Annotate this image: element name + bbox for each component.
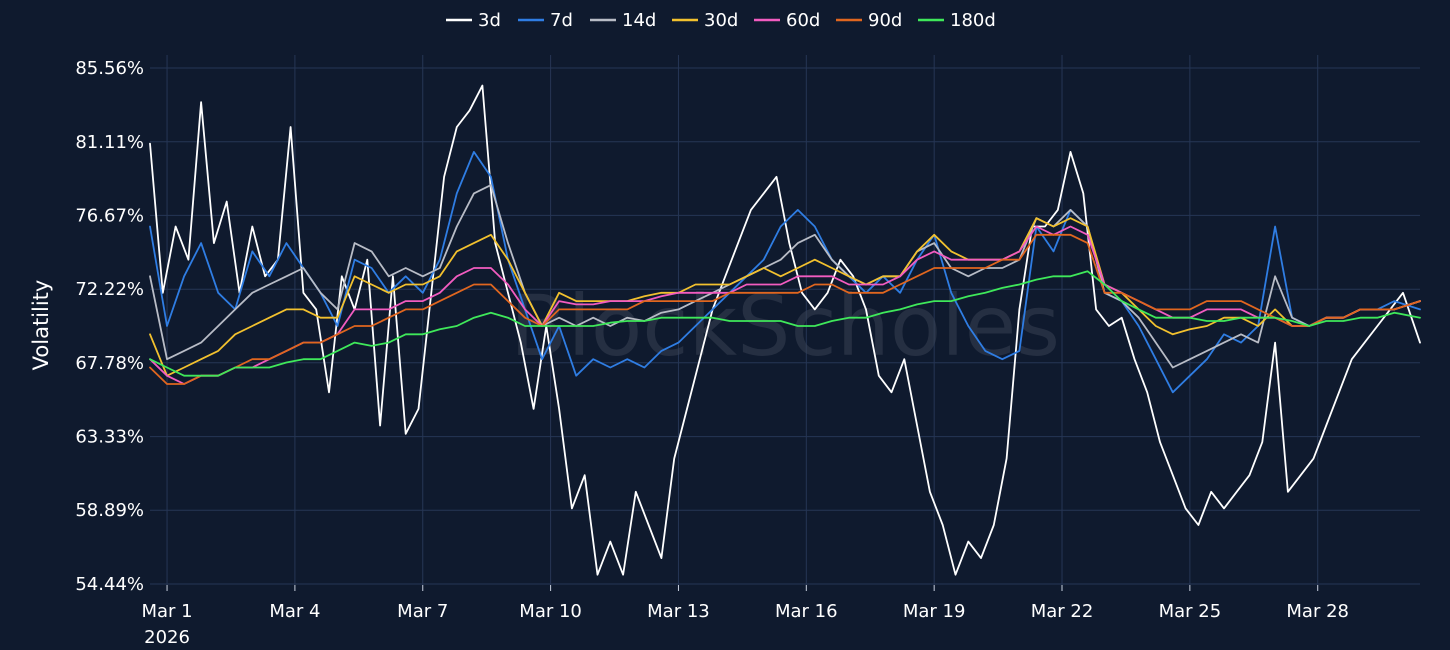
y-tick-label: 85.56% xyxy=(75,58,144,79)
series-line-60d xyxy=(149,225,1421,385)
legend-item-14d[interactable]: 14d xyxy=(590,10,656,31)
x-tick-label: Mar 1 xyxy=(141,601,192,622)
series-line-90d xyxy=(149,233,1421,385)
y-tick-label: 67.78% xyxy=(75,353,144,374)
y-tick-label: 63.33% xyxy=(75,427,144,448)
series-line-180d xyxy=(149,270,1421,377)
y-tick-label: 58.89% xyxy=(75,500,144,521)
legend-item-90d[interactable]: 90d xyxy=(836,10,902,31)
legend-label: 60d xyxy=(786,10,820,31)
legend-label: 90d xyxy=(868,10,902,31)
legend-label: 180d xyxy=(950,10,996,31)
x-tick-label: Mar 19 xyxy=(903,601,966,622)
series-line-3d xyxy=(149,84,1421,576)
series-line-7d xyxy=(149,150,1421,394)
y-tick-label: 72.22% xyxy=(75,279,144,300)
legend-item-60d[interactable]: 60d xyxy=(754,10,820,31)
x-tick-label: Mar 28 xyxy=(1286,601,1349,622)
y-axis: 54.44% 58.89% 63.33% 67.78% 72.22% 76.67% 81.1… xyxy=(75,58,144,595)
legend-item-3d[interactable]: 3d xyxy=(446,10,501,31)
series-line-30d xyxy=(149,217,1421,377)
legend-label: 3d xyxy=(478,10,501,31)
x-tick-label: Mar 22 xyxy=(1031,601,1094,622)
x-tick-label: Mar 10 xyxy=(519,601,582,622)
y-tick-label: 76.67% xyxy=(75,205,144,226)
x-tick-label: Mar 16 xyxy=(775,601,838,622)
y-tick-label: 54.44% xyxy=(75,574,144,595)
x-tick-label: Mar 13 xyxy=(647,601,710,622)
y-tick-label: 81.11% xyxy=(75,132,144,153)
x-tick-label: Mar 4 xyxy=(269,601,320,622)
x-axis: Mar 1 2026 Mar 4 Mar 7 Mar 10 Mar 13 Mar 16 Mar… xyxy=(141,585,1349,648)
legend-label: 7d xyxy=(550,10,573,31)
x-tick-label: Mar 25 xyxy=(1159,601,1222,622)
legend-label: 14d xyxy=(622,10,656,31)
grid xyxy=(150,55,1420,585)
legend: 3d 7d 14d 30d 60d 90d 180d xyxy=(446,10,996,31)
series-line-14d xyxy=(149,184,1421,369)
legend-item-180d[interactable]: 180d xyxy=(918,10,996,31)
legend-label: 30d xyxy=(704,10,738,31)
series-lines xyxy=(149,84,1421,576)
x-tick-year-label: 2026 xyxy=(144,627,190,648)
y-axis-title: Volatility xyxy=(29,280,53,371)
legend-item-7d[interactable]: 7d xyxy=(518,10,573,31)
x-tick-label: Mar 7 xyxy=(397,601,448,622)
legend-item-30d[interactable]: 30d xyxy=(672,10,738,31)
